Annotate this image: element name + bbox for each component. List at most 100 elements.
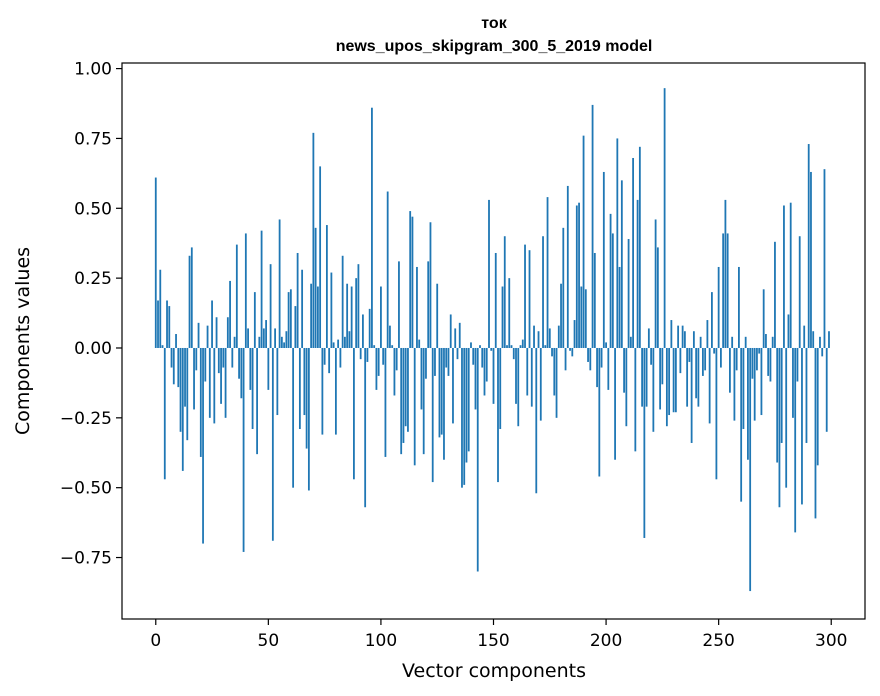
x-tick-label: 150 [477, 631, 509, 651]
bar-64 [298, 347, 301, 430]
bar-186 [573, 320, 576, 348]
bar-198 [600, 347, 603, 368]
bar-103 [386, 191, 389, 348]
bar-203 [611, 233, 614, 348]
bar-138 [465, 347, 468, 463]
bar-213 [634, 347, 637, 452]
x-tick-label: 0 [150, 631, 161, 651]
bar-281 [787, 314, 790, 348]
x-tick-label: 200 [590, 631, 622, 651]
bar-131 [449, 314, 452, 348]
y-tick-label: 0.25 [74, 269, 112, 289]
bar-195 [593, 252, 596, 348]
bar-196 [596, 347, 598, 388]
bar-8 [172, 347, 175, 385]
bar-154 [501, 286, 504, 348]
bar-258 [735, 347, 738, 371]
bar-133 [454, 328, 457, 348]
bar-55 [278, 219, 281, 348]
y-tick-label: −0.50 [60, 479, 112, 499]
bar-205 [616, 138, 619, 348]
bar-210 [627, 239, 630, 348]
bar-122 [429, 222, 432, 348]
bar-87 [350, 286, 353, 348]
bar-160 [515, 347, 517, 404]
bar-150 [492, 347, 495, 404]
bar-121 [427, 261, 430, 348]
bar-10 [177, 347, 180, 388]
bar-200 [605, 342, 607, 348]
bar-75 [323, 347, 326, 365]
bar-49 [265, 320, 267, 348]
bar-54 [276, 347, 279, 416]
bar-246 [708, 347, 711, 424]
bar-4 [163, 347, 166, 480]
bar-285 [796, 347, 799, 382]
x-axis-label: Vector components [402, 660, 586, 682]
bar-168 [533, 325, 535, 348]
bar-67 [305, 347, 308, 449]
bar-1 [157, 300, 159, 348]
y-tick-label: −0.25 [60, 409, 112, 429]
bar-204 [614, 347, 616, 460]
bar-102 [384, 347, 387, 457]
bar-56 [280, 336, 283, 348]
bar-25 [211, 300, 213, 348]
bar-211 [629, 336, 632, 348]
bar-272 [767, 347, 770, 376]
bar-70 [312, 132, 315, 348]
bar-98 [375, 347, 378, 390]
bar-73 [319, 166, 322, 348]
bar-148 [488, 199, 490, 348]
bar-274 [771, 336, 774, 348]
bar-284 [794, 347, 797, 533]
bar-221 [652, 347, 655, 432]
bar-45 [256, 347, 258, 455]
bar-293 [814, 347, 817, 519]
bar-106 [393, 347, 396, 396]
bar-58 [285, 331, 288, 348]
bar-164 [524, 244, 526, 348]
bar-177 [553, 347, 556, 396]
bar-228 [668, 347, 671, 416]
bar-52 [271, 347, 274, 541]
bar-24 [208, 347, 211, 418]
bar-291 [810, 171, 812, 348]
bar-214 [636, 199, 639, 348]
bar-151 [494, 252, 497, 348]
bar-19 [197, 322, 200, 348]
bar-277 [778, 347, 781, 508]
bar-120 [425, 347, 427, 379]
bar-51 [269, 264, 272, 348]
bar-14 [186, 347, 189, 441]
chart-subtitle: news_upos_skipgram_300_5_2019 model [336, 38, 653, 55]
bar-262 [744, 336, 747, 348]
bar-175 [548, 328, 551, 348]
bar-152 [497, 347, 499, 483]
bar-135 [458, 322, 461, 348]
y-tick-label: 0.50 [74, 199, 112, 219]
bar-111 [404, 347, 407, 427]
bar-218 [645, 347, 648, 407]
bar-229 [670, 320, 673, 348]
bar-86 [348, 331, 351, 348]
bar-15 [188, 255, 191, 348]
bar-253 [724, 199, 727, 348]
bar-191 [584, 289, 587, 348]
bar-23 [206, 325, 209, 348]
bar-237 [688, 347, 691, 362]
bar-118 [420, 347, 423, 410]
bar-127 [440, 347, 443, 435]
bar-255 [729, 347, 731, 393]
bar-259 [738, 266, 740, 348]
bar-271 [765, 334, 767, 348]
bar-71 [314, 227, 317, 348]
bar-41 [247, 328, 249, 348]
bar-252 [722, 233, 725, 348]
bar-279 [783, 205, 785, 348]
bar-90 [357, 264, 360, 348]
bar-80 [334, 347, 337, 435]
bar-292 [812, 331, 815, 348]
bar-144 [479, 345, 481, 348]
bar-245 [706, 320, 709, 348]
